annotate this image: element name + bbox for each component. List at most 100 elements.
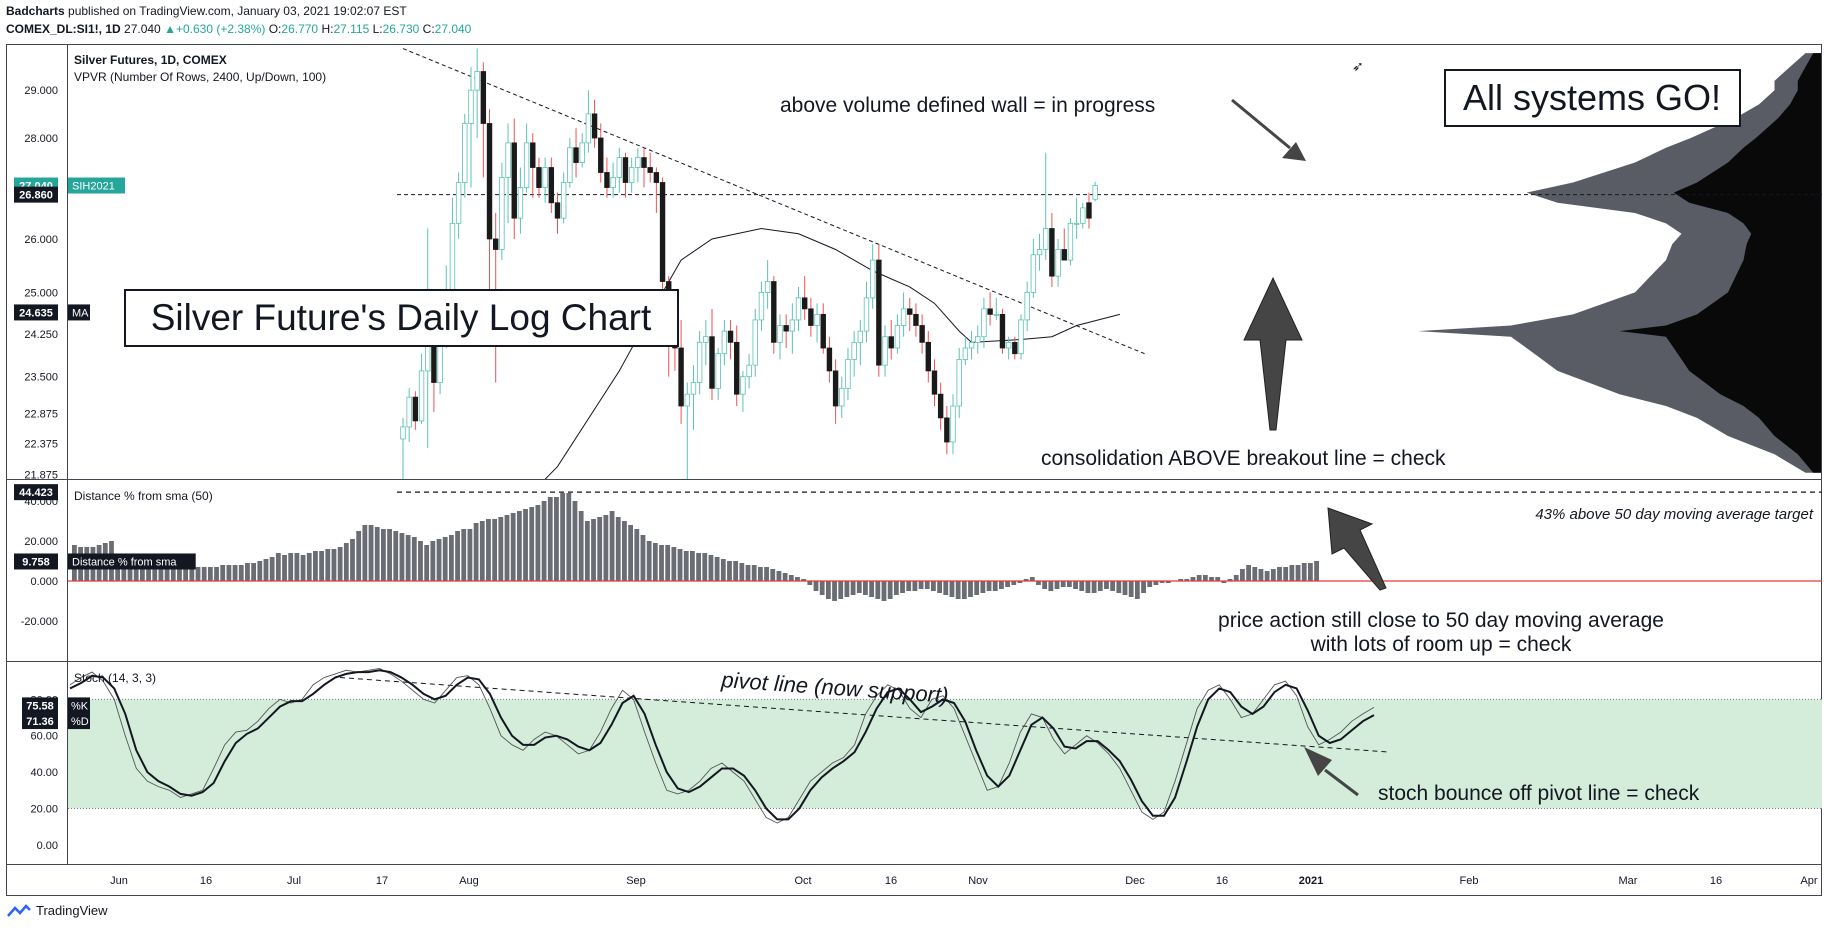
distance-bar — [381, 529, 386, 581]
candle — [468, 66, 474, 188]
candle-body — [752, 319, 758, 366]
candle — [1043, 152, 1049, 261]
distance-bar — [943, 581, 949, 595]
price-tick-label: 26.000 — [24, 234, 58, 246]
distance-bar — [121, 559, 127, 581]
candle-body — [771, 281, 777, 343]
candle-body — [554, 202, 561, 219]
distance-bar — [1270, 569, 1276, 581]
distance-bar — [1023, 579, 1029, 581]
distance-bar — [220, 565, 226, 581]
distance-bar — [992, 581, 998, 591]
distance-bar — [164, 567, 170, 581]
time-axis[interactable]: Jun 16 Jul 17 Aug Sep Oct 16 Nov Dec 16 2021 Feb Mar 1… — [110, 875, 1818, 887]
distance-bar — [887, 581, 893, 599]
tradingview-footer[interactable]: TradingView — [6, 903, 108, 918]
distance-label-tag-box — [68, 553, 196, 570]
candle-body — [1036, 249, 1043, 256]
distance-bar — [282, 555, 287, 581]
time-tick-label: 16 — [885, 875, 897, 887]
stoch-pane[interactable] — [68, 667, 1822, 824]
low-label: L: — [372, 22, 383, 36]
candle — [919, 314, 925, 354]
distance-bar — [238, 565, 244, 581]
distance-bar — [207, 567, 213, 581]
arrow-stoch-icon — [1304, 747, 1359, 797]
distance-bar — [1153, 581, 1159, 585]
distance-bar — [788, 575, 794, 581]
candle-body — [622, 157, 629, 183]
price-axis[interactable]: 29.000 28.000 26.000 25.000 24.250 23.500 22.8… — [14, 85, 125, 481]
candle-body — [869, 259, 876, 299]
distance-bar — [288, 553, 294, 581]
symbol-name[interactable]: COMEX_DL:SI1!, 1D — [6, 22, 121, 36]
distance-bar — [615, 517, 621, 581]
distance-bar — [1308, 563, 1313, 581]
distance-label-value: 9.758 — [22, 556, 50, 568]
distance-bar — [294, 553, 300, 581]
candle — [820, 303, 826, 354]
candle — [894, 314, 901, 354]
candle-body — [888, 336, 894, 349]
distance-bar — [343, 543, 349, 581]
distance-bar — [931, 581, 936, 591]
candle-body — [826, 347, 833, 372]
time-tick-label: Aug — [459, 875, 479, 887]
candle — [752, 308, 758, 377]
time-tick-label: Mar — [1619, 875, 1638, 887]
distance-bar — [1091, 581, 1097, 593]
candle — [1018, 314, 1024, 360]
candle — [1080, 202, 1086, 229]
distance-bar — [906, 581, 912, 591]
candle — [993, 297, 999, 320]
distance-bar — [776, 571, 782, 581]
author-name[interactable]: Badcharts — [6, 4, 65, 18]
distance-bar — [986, 581, 992, 591]
candle-body — [944, 417, 950, 443]
distance-bar — [819, 581, 825, 595]
candle-body — [530, 142, 536, 168]
candle-body — [591, 113, 598, 139]
distance-label-value: 44.423 — [19, 487, 53, 499]
candle — [931, 359, 938, 406]
candle — [604, 157, 610, 198]
distance-bar — [856, 581, 862, 593]
distance-bar — [801, 579, 807, 581]
distance-bar — [609, 511, 615, 581]
distance-bar — [1190, 577, 1196, 581]
candle — [1086, 192, 1092, 229]
distance-bar — [331, 549, 337, 581]
distance-bar — [603, 515, 609, 581]
candle — [511, 118, 517, 239]
candle — [1036, 233, 1043, 271]
candle — [709, 308, 715, 401]
candle — [746, 353, 752, 389]
publish-date: published on TradingView.com, January 03… — [68, 4, 407, 18]
candle-body — [857, 330, 864, 343]
distance-bar — [1134, 581, 1140, 599]
distance-bar — [1246, 565, 1251, 581]
candle-body — [931, 370, 938, 395]
distance-bar — [696, 553, 701, 581]
distance-bar — [504, 515, 510, 581]
distance-bar — [974, 581, 980, 595]
annotation-target: 43% above 50 day moving average target — [1535, 506, 1814, 523]
candle-body — [832, 370, 839, 407]
candle-body — [703, 336, 709, 343]
price-tick-label: 25.000 — [24, 287, 58, 299]
high-label: H: — [321, 22, 334, 36]
candle-body — [659, 182, 666, 282]
candle — [653, 167, 660, 214]
candle-body — [412, 396, 419, 422]
candle-body — [647, 167, 653, 173]
candle-body — [1086, 202, 1092, 219]
distance-bar — [535, 505, 541, 581]
candle — [542, 157, 548, 203]
distance-bar — [1097, 581, 1103, 591]
candle-body — [987, 308, 993, 315]
distance-bar — [325, 549, 331, 581]
distance-bar — [424, 545, 430, 581]
